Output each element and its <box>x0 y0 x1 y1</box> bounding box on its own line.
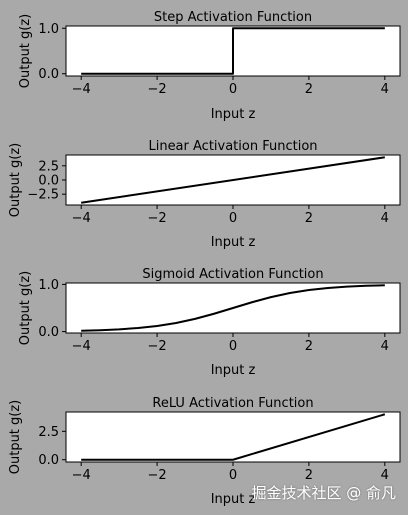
y-tick-label: −2.5 <box>27 188 59 203</box>
y-tick-label: 0.0 <box>38 325 59 340</box>
x-axis-label: Input z <box>211 363 256 378</box>
y-axis-label: Output g(z) <box>18 271 33 346</box>
x-tick-label: 4 <box>381 211 389 226</box>
x-tick-label: −2 <box>148 82 167 97</box>
x-tick-label: 4 <box>381 468 389 483</box>
x-tick-label: 0 <box>229 211 237 226</box>
x-tick-label: −4 <box>72 468 91 483</box>
x-tick-label: −2 <box>148 211 167 226</box>
x-tick-label: −4 <box>72 339 91 354</box>
x-axis-label: Input z <box>211 492 256 507</box>
x-tick-label: −4 <box>72 211 91 226</box>
x-tick-label: 4 <box>381 339 389 354</box>
series-line <box>81 27 385 75</box>
subplot-step: Step Activation Function Input z Output … <box>18 10 401 122</box>
subplot-relu: ReLU Activation Function Input z Output … <box>8 396 401 507</box>
x-tick-label: 2 <box>305 82 313 97</box>
plot-area <box>65 411 401 463</box>
y-tick-label: 2.5 <box>38 159 59 174</box>
x-tick-label: 0 <box>229 468 237 483</box>
y-tick-label: 2.5 <box>38 425 59 440</box>
y-tick-label: 1.0 <box>38 278 59 293</box>
chart-title: Linear Activation Function <box>148 139 317 154</box>
y-axis-label: Output g(z) <box>8 400 23 475</box>
x-tick-label: −4 <box>72 82 91 97</box>
subplot-sigmoid: Sigmoid Activation Function Input z Outp… <box>18 267 401 378</box>
chart-title: Sigmoid Activation Function <box>142 267 323 282</box>
series-line <box>81 284 385 332</box>
x-tick-label: −2 <box>148 468 167 483</box>
chart-title: Step Activation Function <box>154 10 312 25</box>
series-line <box>81 413 386 461</box>
y-axis-label: Output g(z) <box>18 14 33 89</box>
x-tick-label: 0 <box>229 82 237 97</box>
watermark: 掘金技术社区 @ 俞凡 <box>251 484 396 502</box>
x-tick-label: −2 <box>148 339 167 354</box>
x-tick-label: 0 <box>229 339 237 354</box>
x-tick-label: 2 <box>305 211 313 226</box>
y-tick-label: 1.0 <box>38 22 59 37</box>
y-axis-label: Output g(z) <box>8 143 23 218</box>
subplot-linear: Linear Activation Function Input z Outpu… <box>8 139 401 250</box>
series-line <box>81 156 385 204</box>
y-tick-label: 0.0 <box>38 67 59 82</box>
x-axis-label: Input z <box>211 107 256 122</box>
x-tick-label: 2 <box>305 468 313 483</box>
x-tick-label: 2 <box>305 339 313 354</box>
x-tick-label: 4 <box>381 82 389 97</box>
y-tick-label: 0.0 <box>38 174 59 189</box>
chart-title: ReLU Activation Function <box>152 396 313 411</box>
y-tick-label: 0.0 <box>38 453 59 468</box>
x-axis-label: Input z <box>211 235 256 250</box>
